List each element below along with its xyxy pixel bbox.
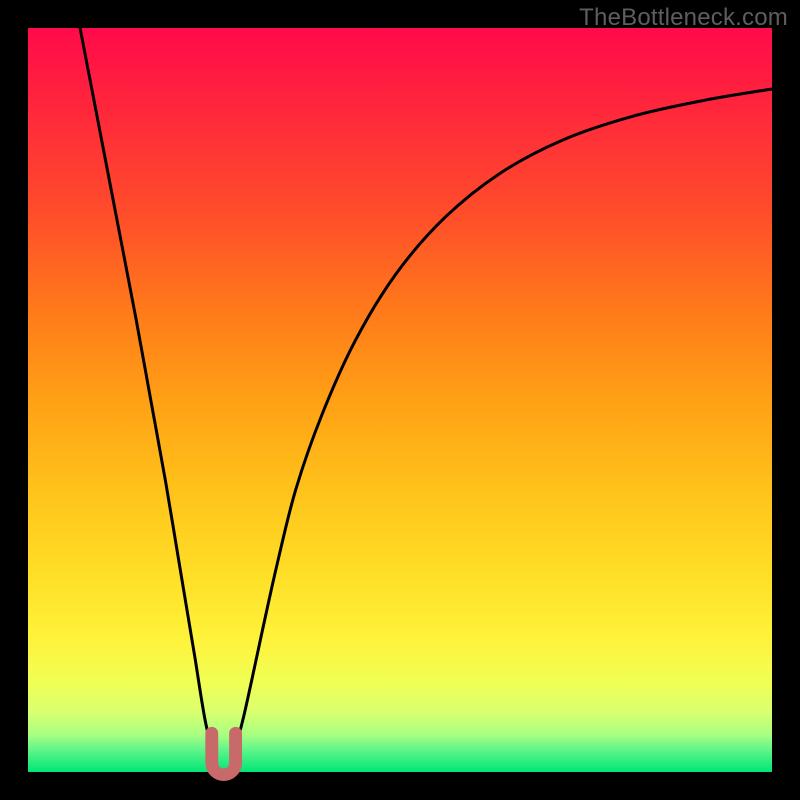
chart-stage: TheBottleneck.com — [0, 0, 800, 800]
bottleneck-chart-svg — [0, 0, 800, 800]
watermark-label: TheBottleneck.com — [579, 4, 788, 32]
plot-background — [28, 28, 772, 772]
